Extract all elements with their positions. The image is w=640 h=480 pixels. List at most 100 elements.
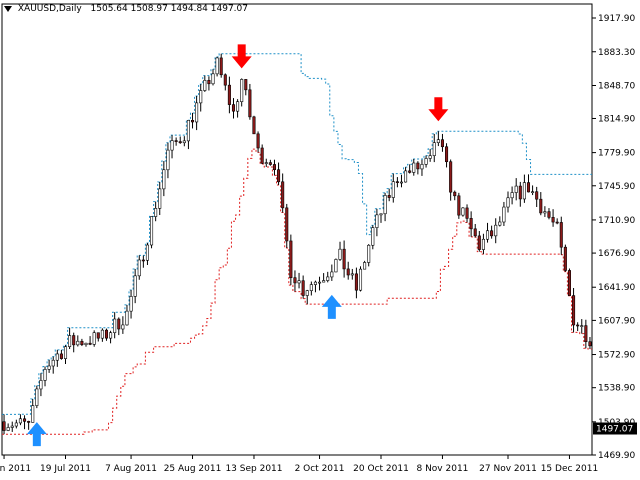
candle-body: [301, 280, 305, 296]
candle-body: [178, 141, 182, 144]
candle-body: [281, 181, 285, 209]
candle-body: [129, 296, 133, 312]
candle-body: [481, 238, 485, 250]
candle-body: [432, 142, 436, 156]
candle-body: [104, 329, 109, 339]
candle-body: [236, 101, 240, 112]
candle-body: [457, 195, 461, 216]
candle-body: [404, 170, 408, 183]
candle-body: [576, 324, 580, 327]
candle-body: [539, 198, 543, 214]
candle-body: [47, 365, 51, 370]
candle-body: [358, 268, 363, 291]
candle-body: [518, 185, 522, 200]
upper-channel-line: [2, 53, 592, 415]
candle-body: [449, 161, 453, 193]
candle-body: [313, 281, 317, 285]
candle-body: [428, 155, 432, 159]
candle-body: [125, 310, 129, 326]
x-tick-label: 19 Jul 2011: [40, 464, 91, 474]
x-tick-label: 27 Nov 2011: [479, 464, 537, 474]
y-tick-label: 1848.70: [598, 82, 635, 92]
candle-body: [272, 164, 276, 171]
candle-body: [121, 324, 125, 330]
candle-body: [490, 230, 494, 237]
candle-body: [531, 191, 535, 194]
candle-body: [477, 235, 481, 250]
chart-header: XAUUSD,Daily 1505.64 1508.97 1494.84 149…: [4, 4, 254, 14]
candle-body: [170, 140, 174, 151]
candle-body: [80, 340, 84, 345]
candle-body: [207, 80, 211, 85]
buy-arrow-icon: [321, 294, 342, 319]
y-tick-label: 1538.90: [598, 384, 635, 394]
candle-body: [256, 133, 260, 149]
candle-body: [588, 341, 592, 347]
candle-body: [68, 335, 72, 347]
candle-body: [289, 240, 293, 278]
y-tick-label: 1883.30: [598, 48, 635, 58]
x-tick-label: 8 Nov 2011: [416, 464, 468, 474]
candle-body: [412, 162, 416, 173]
candle-body: [277, 169, 281, 183]
candle-body: [309, 284, 313, 291]
candle-body: [399, 181, 404, 184]
dropdown-triangle-icon[interactable]: [4, 5, 12, 12]
x-tick-label: 15 Dec 2011: [541, 464, 599, 474]
candle-body: [330, 271, 334, 278]
candle-body: [76, 340, 80, 346]
candle-body: [59, 353, 63, 359]
x-tick-label: 20 Oct 2011: [353, 464, 409, 474]
sell-arrow-icon: [231, 44, 252, 69]
candle-body: [141, 259, 145, 262]
candle-body: [506, 197, 510, 208]
candle-body: [231, 104, 236, 112]
candle-body: [494, 224, 498, 237]
candle-body: [293, 277, 297, 284]
candle-body: [84, 342, 88, 345]
y-tick-label: 1814.90: [598, 114, 635, 124]
candle-body: [420, 164, 424, 170]
candle-body: [559, 222, 563, 248]
candle-body: [35, 388, 39, 406]
candle-body: [223, 74, 227, 86]
candle-body: [92, 332, 96, 345]
candle-body: [244, 79, 248, 91]
candle-body: [264, 162, 268, 164]
candle-body: [182, 140, 186, 144]
candle-body: [416, 162, 420, 170]
candle-body: [43, 369, 47, 381]
candle-body: [285, 207, 289, 242]
candle-body: [150, 216, 154, 246]
x-tick-label: 30 Jun 2011: [0, 464, 31, 474]
candle-body: [408, 170, 412, 173]
candle-body: [137, 259, 141, 277]
candle-body: [88, 342, 92, 345]
x-tick-label: 2 Oct 2011: [295, 464, 345, 474]
candle-body: [158, 188, 162, 209]
candle-body: [522, 182, 526, 200]
candle-body: [322, 280, 326, 283]
candle-body: [31, 405, 35, 423]
candle-body: [510, 192, 514, 199]
y-tick-label: 1779.90: [598, 149, 635, 159]
candle-body: [375, 214, 379, 228]
candle-body: [297, 280, 301, 284]
candle-body: [543, 211, 547, 214]
candle-body: [465, 207, 469, 219]
candle-body: [133, 275, 137, 297]
candle-body: [18, 418, 22, 424]
candle-body: [502, 206, 506, 223]
candle-body: [6, 427, 10, 431]
candle-body: [199, 90, 203, 104]
candle-body: [113, 318, 117, 333]
candle-body: [109, 332, 113, 339]
candle-body: [440, 139, 444, 148]
candle-body: [190, 120, 195, 123]
candle-body: [391, 181, 395, 198]
candle-body: [563, 246, 567, 271]
candle-body: [318, 281, 322, 284]
candle-body: [567, 270, 571, 296]
